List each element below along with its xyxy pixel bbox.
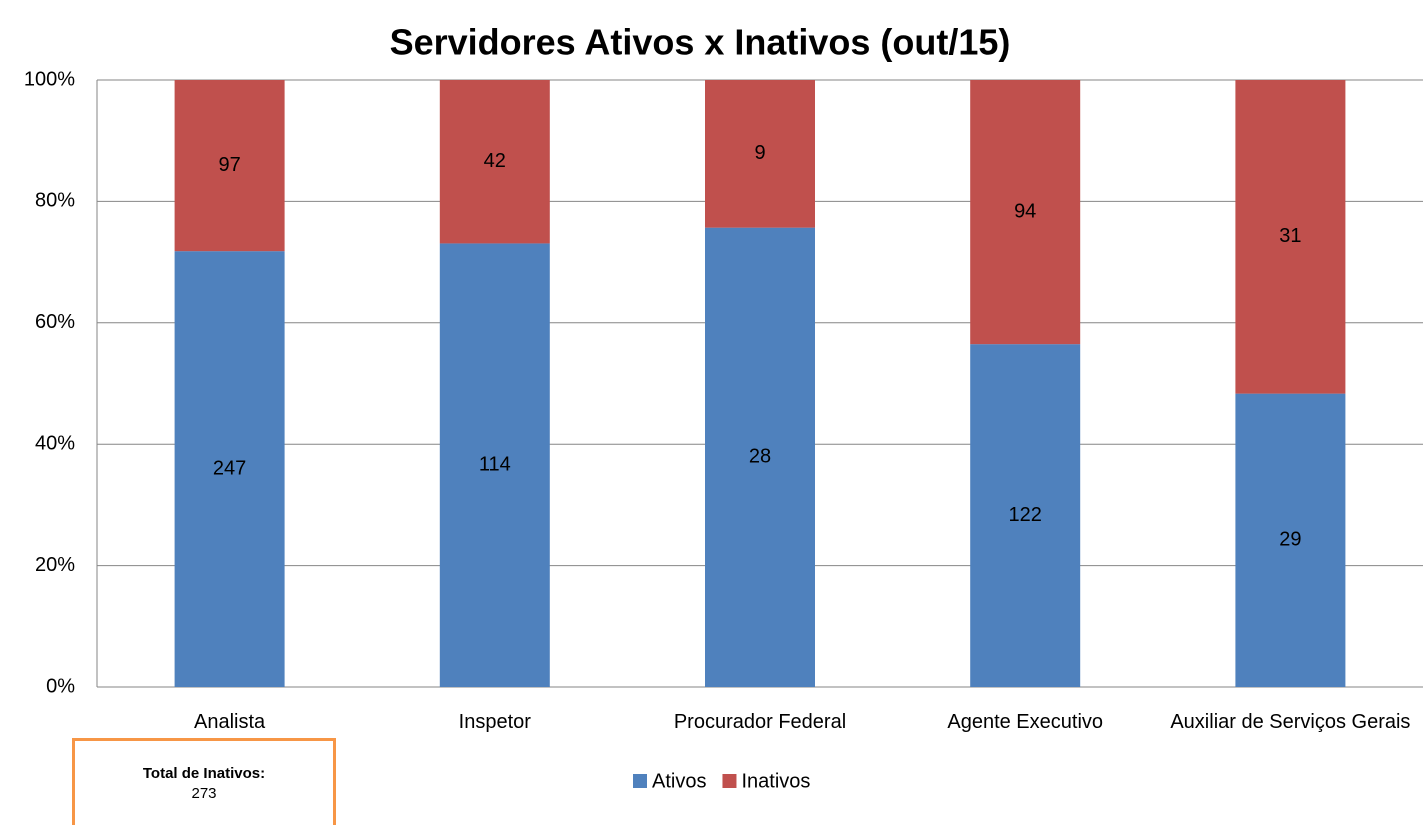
bar-segment bbox=[174, 251, 285, 687]
data-label: 42 bbox=[484, 150, 506, 172]
bar-segment bbox=[1235, 80, 1346, 394]
y-tick-label: 20% bbox=[35, 554, 75, 576]
y-tick-label: 0% bbox=[46, 675, 75, 697]
x-tick-label: Auxiliar de Serviços Gerais bbox=[1170, 711, 1411, 733]
y-tick-label: 80% bbox=[35, 190, 75, 212]
y-tick-label: 100% bbox=[24, 68, 75, 90]
data-label: 29 bbox=[1279, 529, 1301, 551]
bar-segment bbox=[705, 227, 815, 687]
y-tick-label: 60% bbox=[35, 311, 75, 333]
legend-swatch bbox=[633, 774, 647, 788]
data-label: 114 bbox=[479, 453, 511, 475]
x-tick-label: Inspetor bbox=[458, 711, 531, 733]
data-label: 28 bbox=[749, 446, 771, 468]
data-label: 247 bbox=[213, 457, 246, 479]
x-tick-label: Agente Executivo bbox=[947, 711, 1104, 733]
bar-segment bbox=[1235, 393, 1346, 687]
annotation-value: 273 bbox=[191, 785, 217, 802]
x-tick-label: Analista bbox=[194, 711, 266, 733]
legend-label: Inativos bbox=[741, 770, 810, 792]
legend-label: Ativos bbox=[652, 770, 706, 792]
x-tick-label: Procurador Federal bbox=[673, 711, 847, 733]
data-label: 94 bbox=[1014, 200, 1036, 222]
data-label: 9 bbox=[754, 142, 765, 164]
data-label: 122 bbox=[1009, 504, 1042, 526]
data-label: 31 bbox=[1279, 225, 1301, 247]
bar-segment bbox=[439, 243, 550, 687]
bar-segment bbox=[439, 80, 550, 244]
bar-segment bbox=[970, 344, 1081, 687]
annotation-box: Total de Inativos: 273 bbox=[72, 738, 336, 825]
bar-segment bbox=[970, 80, 1081, 345]
data-label: 97 bbox=[218, 154, 240, 176]
y-tick-label: 40% bbox=[35, 432, 75, 454]
bar-segment bbox=[174, 80, 285, 252]
annotation-label: Total de Inativos: bbox=[142, 765, 266, 782]
chart-title: Servidores Ativos x Inativos (out/15) bbox=[390, 22, 1011, 63]
bar-segment bbox=[705, 80, 815, 228]
legend-swatch bbox=[722, 774, 737, 788]
